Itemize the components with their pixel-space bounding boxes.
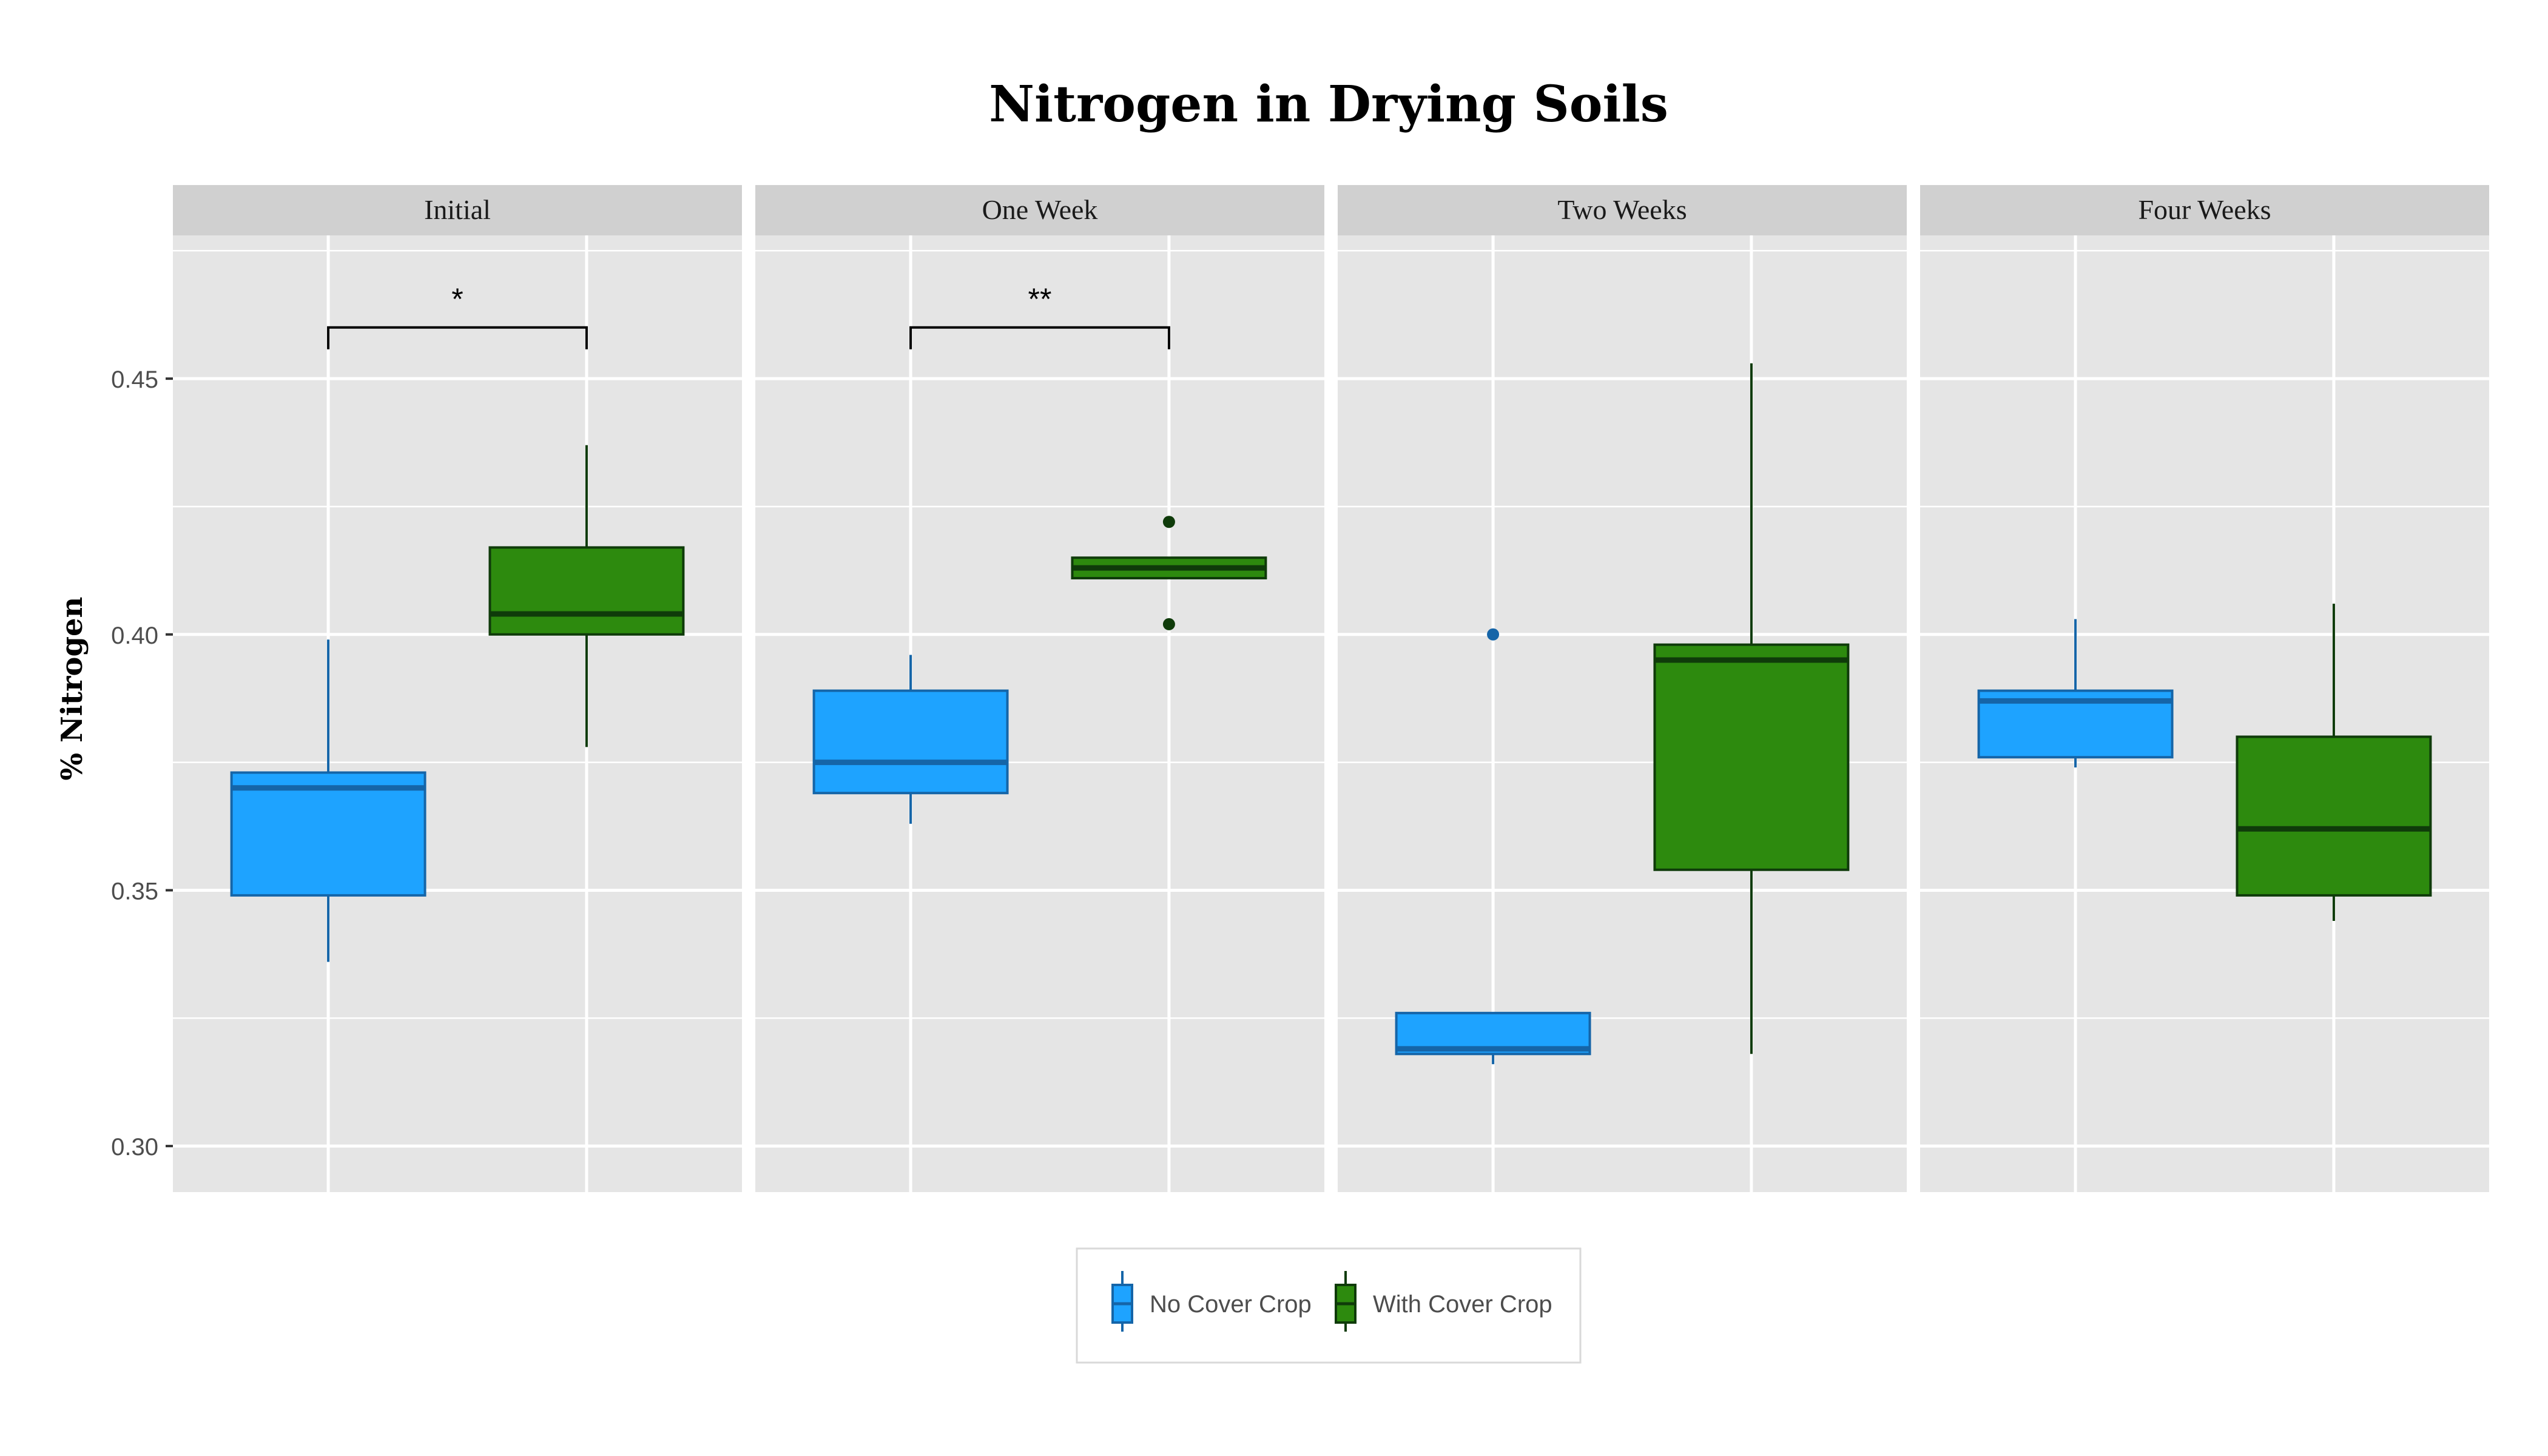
box-no-cover-crop [1395,628,1591,1065]
bracket-line [909,326,1170,349]
outlier-point [1487,628,1500,641]
facet-panel-0: Initial * [173,185,742,1192]
legend-label: With Cover Crop [1373,1291,1552,1318]
box-no-cover-crop [812,655,1009,824]
facet-strip-label: Four Weeks [2138,194,2271,225]
y-axis-ticks: 0.30 0.35 0.40 0.45 [111,366,173,1161]
legend-item-with-cover-crop: With Cover Crop [1335,1271,1552,1332]
significance-label: ** [1028,282,1052,316]
facet-strip [1338,185,1907,235]
box-with-cover-crop [488,445,685,747]
y-tick-label: 0.40 [111,622,158,649]
facet-panels: Initial * One Week ** Two Weeks Four Weeks [173,185,2489,1192]
box-iqr [812,689,1009,795]
box-with-cover-crop [2236,604,2432,922]
box-no-cover-crop [1977,619,2174,768]
box-with-cover-crop [1653,363,1850,1054]
facet-strip-label: One Week [982,194,1098,225]
legend: No Cover Crop With Cover Crop [1076,1247,1582,1364]
legend-item-no-cover-crop: No Cover Crop [1111,1271,1312,1332]
y-axis-label: % Nitrogen [55,597,89,781]
bracket-line [327,326,588,349]
box-with-cover-crop [1071,516,1267,630]
y-tick-label: 0.35 [111,878,158,905]
box-iqr [1653,643,1850,871]
box-iqr [2236,735,2432,897]
outlier-point [1162,516,1175,528]
facet-panel-1: One Week ** [755,185,1324,1192]
significance-label: * [451,282,463,316]
legend-label: No Cover Crop [1150,1291,1312,1318]
panel-background [173,235,742,1192]
facet-panel-3: Four Weeks [1920,185,2489,1192]
facet-strip [1920,185,2489,235]
chart-title: Nitrogen in Drying Soils [989,75,1668,133]
y-tick-label: 0.45 [111,366,158,393]
facet-strip-label: Initial [424,194,491,225]
facet-panel-2: Two Weeks [1338,185,1907,1192]
box-iqr [230,771,426,897]
y-tick-label: 0.30 [111,1134,158,1161]
legend-box [1076,1247,1582,1364]
box-no-cover-crop [230,639,426,962]
significance-bracket: ** [909,282,1170,349]
outlier-point [1162,618,1175,630]
significance-bracket: * [327,282,588,349]
facet-strip [173,185,742,235]
box-iqr [488,546,685,636]
facet-strip [755,185,1324,235]
facet-strip-label: Two Weeks [1557,194,1687,225]
